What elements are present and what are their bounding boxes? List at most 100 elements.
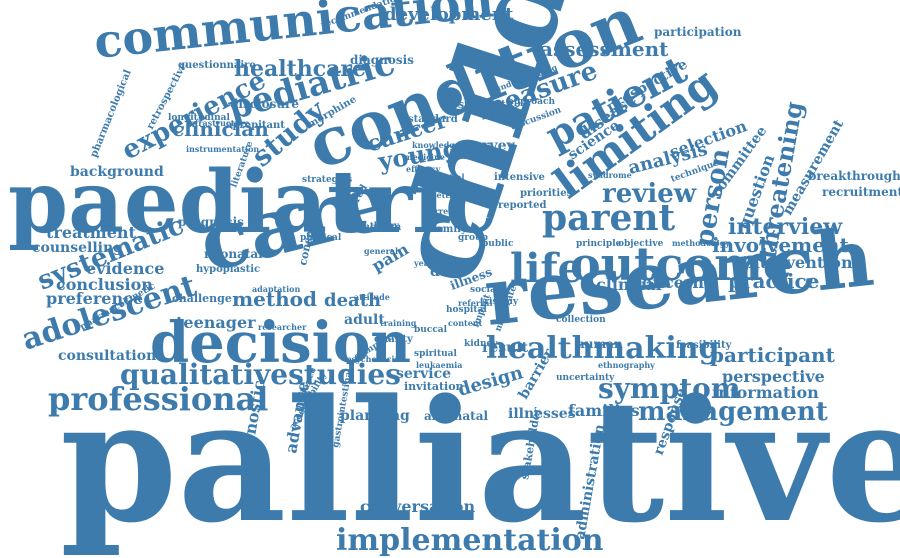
cloud-word-buccal: buccal	[414, 325, 448, 335]
cloud-word-hypoplastic: hypoplastic	[196, 264, 260, 275]
cloud-word-objective: objective	[618, 239, 664, 249]
cloud-word-general: general	[364, 246, 398, 256]
cloud-word-quality: quality	[374, 334, 414, 345]
cloud-word-healthmaking: healthmaking	[486, 331, 720, 366]
cloud-word-reported: reported	[498, 200, 547, 211]
cloud-word-current: current	[424, 206, 458, 216]
cloud-word-concern: concern	[632, 273, 704, 292]
cloud-word-support: support	[458, 98, 507, 111]
cloud-word-group: group	[458, 233, 488, 243]
cloud-word-intervention: intervention	[742, 253, 853, 272]
cloud-word-recruitment: recruitment	[822, 185, 900, 199]
cloud-word-content: content	[448, 318, 483, 328]
cloud-word-ethnography: ethnography	[598, 360, 655, 370]
cloud-word-language: language	[446, 189, 493, 199]
cloud-word-evidence: evidence	[86, 259, 164, 278]
cloud-word-paediatric: paediatric	[8, 152, 497, 253]
cloud-word-hospital: hospital	[446, 305, 487, 315]
cloud-word-implementation: implementation	[336, 523, 604, 558]
cloud-word-attitude: attitude	[354, 292, 390, 302]
cloud-word-method: method	[232, 287, 317, 311]
cloud-word-planning: planning	[340, 408, 410, 424]
cloud-word-end: end	[434, 254, 451, 264]
cloud-word-leukaemia: leukaemia	[416, 360, 462, 370]
cloud-word-invitation: invitation	[404, 380, 464, 393]
cloud-word-antenatal: antenatal	[424, 409, 488, 423]
cloud-word-development: development	[384, 4, 514, 25]
cloud-word-survey: survey	[464, 138, 515, 154]
cloud-word-clinician: clinician	[172, 117, 269, 141]
cloud-word-referral: referral	[458, 298, 493, 308]
cloud-word-data: data	[430, 264, 464, 280]
cloud-word-public: public	[482, 239, 514, 249]
cloud-word-death: death	[324, 290, 381, 311]
cloud-word-human: human	[576, 337, 623, 351]
cloud-word-family: family	[432, 224, 468, 235]
cloud-word-involvement: involvement	[712, 233, 849, 257]
cloud-word-counselling: counselling	[32, 240, 123, 256]
cloud-word-spiritual: spiritual	[414, 349, 457, 359]
cloud-word-management: management	[638, 397, 828, 427]
cloud-word-adaptation: adaptation	[252, 284, 301, 294]
cloud-word-treatment: treatment	[46, 223, 137, 242]
cloud-word-principle: principle	[576, 239, 622, 249]
cloud-word-standard: standard	[408, 114, 458, 125]
cloud-word-theory: theory	[370, 220, 399, 230]
cloud-word-prognosis: prognosis	[178, 215, 244, 229]
cloud-word-information: information	[712, 383, 819, 402]
cloud-word-diagnosis: diagnosis	[350, 53, 414, 67]
cloud-word-feasibility: feasibility	[676, 340, 733, 351]
cloud-word-longitudinal: longitudinal	[168, 113, 230, 123]
cloud-word-professional: professional	[48, 380, 268, 418]
cloud-word-practice: practice	[728, 269, 819, 293]
cloud-word-clinical: clinical	[596, 275, 662, 294]
cloud-word-researcher: researcher	[258, 322, 307, 332]
cloud-word-social: social	[470, 285, 500, 295]
cloud-word-uncertainty: uncertainty	[556, 373, 615, 383]
cloud-word-methodology: methodology	[672, 238, 730, 248]
cloud-word-outcome: outcome	[570, 237, 792, 291]
cloud-word-palliative: palliative	[60, 362, 900, 558]
cloud-word-symptom: symptom	[598, 372, 740, 405]
cloud-word-potential: potential	[424, 172, 465, 182]
cloud-word-infrastructure: infrastructure	[186, 118, 250, 128]
cloud-word-participation: participation	[654, 25, 742, 39]
cloud-word-intensive: intensive	[494, 172, 545, 183]
cloud-word-training: training	[380, 318, 417, 328]
cloud-word-healthcare: healthcare	[234, 56, 366, 82]
cloud-word-challenge: challenge	[172, 292, 232, 305]
cloud-word-background: background	[70, 164, 164, 180]
cloud-word-kingdom: kingdom	[352, 222, 402, 233]
cloud-word-service: service	[396, 366, 451, 382]
cloud-word-consultation: consultation	[58, 348, 156, 364]
cloud-word-illnesses: illnesses	[508, 406, 576, 422]
cloud-word-psychosocial: psychosocial	[346, 354, 403, 364]
cloud-word-result: result	[482, 340, 529, 356]
cloud-word-priorities: priorities	[520, 188, 573, 199]
cloud-word-review: review	[602, 179, 697, 209]
cloud-word-qualitativestudies: qualitativestudies	[120, 358, 401, 391]
cloud-word-medicine: medicine	[404, 152, 445, 162]
cloud-word-physical: physical	[300, 233, 342, 243]
cloud-word-families: families	[568, 401, 640, 420]
cloud-word-knowledge: knowledge	[412, 140, 460, 150]
cloud-word-preference: preference	[46, 289, 143, 308]
cloud-word-collection: collection	[556, 315, 606, 325]
cloud-word-interview: interview	[728, 214, 843, 240]
cloud-word-approach: approach	[508, 97, 555, 107]
cloud-word-perspective: perspective	[722, 367, 825, 386]
cloud-word-strategies: strategies	[302, 175, 352, 185]
cloud-word-parent: parent	[542, 197, 676, 239]
cloud-word-kidney: kidney	[464, 339, 498, 349]
cloud-word-participant: participant	[710, 343, 836, 367]
cloud-word-decision: decision	[150, 310, 411, 376]
cloud-word-disclosure: disclosure	[230, 97, 299, 111]
cloud-word-instrumentation: instrumentation	[186, 144, 259, 154]
cloud-word-conversation: conversation	[360, 497, 475, 516]
cloud-word-neonatal: neonatal	[204, 247, 263, 261]
cloud-word-questionnaire: questionnaire	[178, 60, 256, 71]
cloud-word-aprepitant: aprepitant	[226, 120, 285, 131]
cloud-word-teenager: teenager	[176, 313, 256, 332]
